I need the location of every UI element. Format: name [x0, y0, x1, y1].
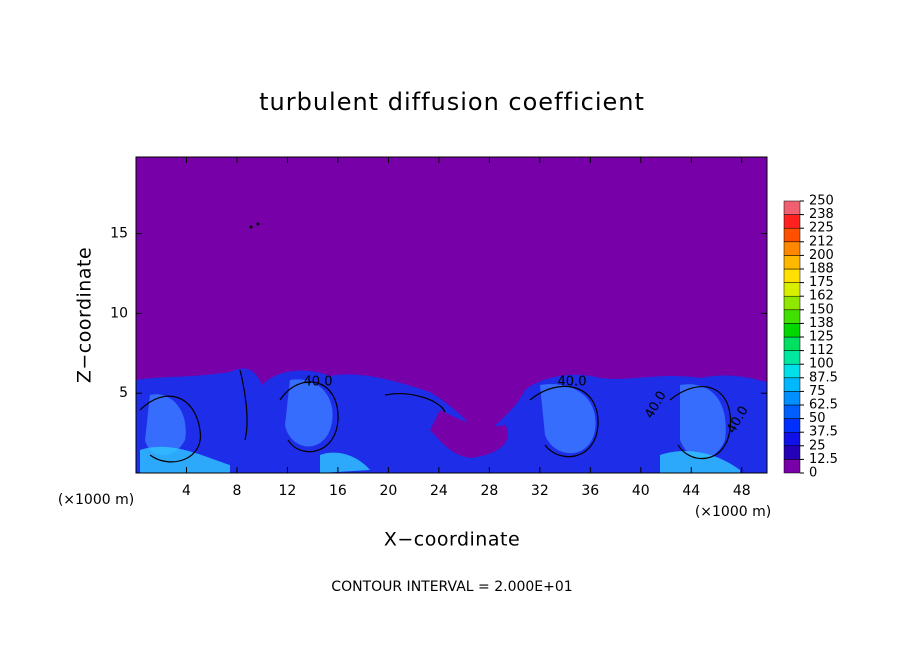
field-region [145, 379, 726, 459]
colorbar-tick-label: 112 [809, 343, 834, 358]
colorbar-tick-label: 0 [809, 466, 817, 481]
colorbar-swatch [783, 295, 801, 311]
colorbar-tick-label: 87.5 [809, 370, 838, 385]
x-unit-label: (×1000 m) [695, 504, 771, 520]
colorbar-tick-label: 62.5 [809, 398, 838, 413]
colorbar-tick-label: 25 [809, 438, 826, 453]
colorbar-swatch [783, 431, 801, 447]
x-tick-label: 8 [232, 483, 241, 499]
x-tick-label: 28 [480, 483, 498, 499]
x-tick-label: 44 [682, 483, 700, 499]
x-axis-label: X−coordinate [384, 529, 520, 551]
contour-label: 40.0 [304, 375, 333, 390]
colorbar-tick-label: 50 [809, 411, 826, 426]
colorbar-swatch [783, 323, 801, 338]
x-tick-label: 12 [279, 483, 297, 499]
colorbar-swatch [783, 309, 801, 324]
colorbar-tick-label: 212 [809, 234, 834, 249]
colorbar-swatch [783, 363, 801, 379]
y-axis-label: Z−coordinate [74, 247, 96, 383]
colorbar-tick-label: 37.5 [809, 425, 838, 440]
colorbar-tick-label: 200 [809, 248, 834, 263]
x-tick-label: 32 [531, 483, 549, 499]
y-tick-label: 10 [110, 305, 128, 321]
colorbar-swatch [783, 227, 801, 243]
colorbar-tick-label: 75 [809, 384, 826, 399]
colorbar-tick-label: 162 [809, 289, 834, 304]
colorbar-tick-label: 175 [809, 275, 834, 290]
colorbar-swatch [783, 418, 801, 433]
colorbar-swatch [783, 377, 801, 392]
colorbar-swatch [783, 268, 801, 283]
colorbar-swatch [783, 445, 801, 460]
colorbar-swatch [783, 391, 801, 406]
colorbar-swatch [783, 241, 801, 256]
colorbar-tick-label: 238 [809, 207, 834, 222]
x-tick-label: 4 [182, 483, 191, 499]
colorbar-tick-label: 225 [809, 221, 834, 236]
field [136, 157, 767, 473]
x-tick-label: 48 [733, 483, 751, 499]
contour-label: 40.0 [558, 375, 587, 390]
colorbar-tick-label: 100 [809, 357, 834, 372]
field-region [140, 446, 740, 473]
contour-line [139, 369, 732, 463]
footer-note: CONTOUR INTERVAL = 2.000E+01 [331, 579, 572, 595]
chart-title: turbulent diffusion coefficient [259, 88, 645, 116]
colorbar-swatch [783, 200, 801, 215]
y-tick-label: 5 [119, 385, 128, 401]
colorbar-tick-label: 188 [809, 262, 834, 277]
x-tick-label: 24 [430, 483, 448, 499]
x-unit-label: (×1000 m) [58, 492, 134, 508]
x-tick-label: 16 [329, 483, 347, 499]
colorbar-swatch [783, 336, 801, 351]
contour-line [256, 222, 260, 226]
colorbar-swatch [783, 282, 801, 297]
x-tick-label: 36 [581, 483, 599, 499]
x-tick-label: 20 [379, 483, 397, 499]
contour-line [249, 225, 253, 229]
field-region [430, 410, 509, 458]
colorbar-swatch [783, 214, 801, 229]
colorbar-swatch [783, 350, 801, 365]
colorbar-tick-label: 150 [809, 302, 834, 317]
y-tick-label: 15 [110, 226, 128, 242]
colorbar-tick-label: 138 [809, 316, 834, 331]
plot-frame [135, 156, 768, 474]
x-tick-label: 40 [632, 483, 650, 499]
colorbar-tick-label: 12.5 [809, 452, 838, 467]
colorbar-tick-label: 250 [809, 194, 834, 209]
colorbar-swatch [783, 404, 801, 419]
colorbar-tick-label: 125 [809, 330, 834, 345]
colorbar-swatch [783, 255, 801, 270]
colorbar-swatch [783, 459, 801, 474]
